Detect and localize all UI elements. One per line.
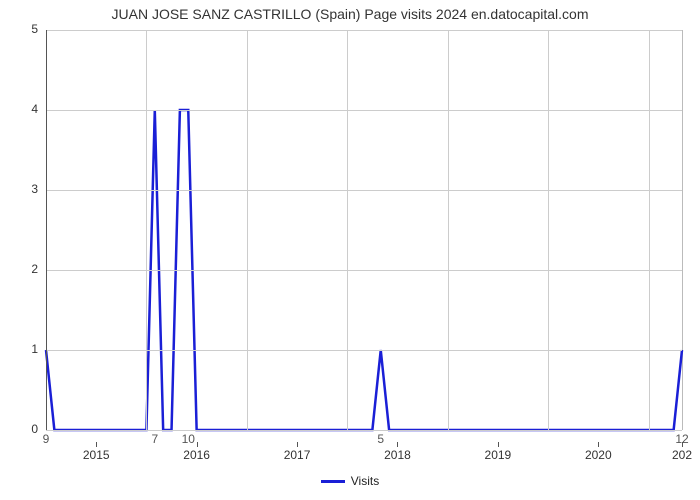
chart-title: JUAN JOSE SANZ CASTRILLO (Spain) Page vi… <box>0 6 700 22</box>
gridline-horizontal <box>46 110 682 111</box>
x-tick-label: 2018 <box>384 448 411 462</box>
y-tick-label: 1 <box>0 342 38 356</box>
gridline-vertical <box>347 30 348 430</box>
gridline-horizontal <box>46 350 682 351</box>
x-tick-mark <box>96 442 97 447</box>
y-tick-label: 2 <box>0 262 38 276</box>
gridline-vertical <box>649 30 650 430</box>
x-point-label: 9 <box>43 432 50 446</box>
x-tick-label: 2019 <box>485 448 512 462</box>
legend-swatch <box>321 480 345 483</box>
y-axis-line <box>46 30 47 430</box>
legend-label: Visits <box>351 474 379 488</box>
y-tick-label: 4 <box>0 102 38 116</box>
y-tick-label: 3 <box>0 182 38 196</box>
x-tick-label: 202 <box>672 448 692 462</box>
gridline-vertical <box>548 30 549 430</box>
y-tick-label: 0 <box>0 422 38 436</box>
x-tick-mark <box>598 442 599 447</box>
chart-container: JUAN JOSE SANZ CASTRILLO (Spain) Page vi… <box>0 0 700 500</box>
x-tick-mark <box>297 442 298 447</box>
x-tick-label: 2017 <box>284 448 311 462</box>
gridline-vertical <box>146 30 147 430</box>
gridline-horizontal <box>46 190 682 191</box>
x-tick-label: 2016 <box>183 448 210 462</box>
x-point-label: 7 <box>151 432 158 446</box>
x-point-label: 10 <box>182 432 195 446</box>
gridline-horizontal <box>46 270 682 271</box>
x-tick-label: 2020 <box>585 448 612 462</box>
gridline-horizontal <box>46 30 682 31</box>
gridline-horizontal <box>46 430 682 431</box>
x-tick-mark <box>197 442 198 447</box>
gridline-vertical <box>448 30 449 430</box>
plot-area <box>46 30 683 430</box>
x-tick-mark <box>397 442 398 447</box>
x-point-label: 12 <box>675 432 688 446</box>
line-series-svg <box>46 30 682 430</box>
x-tick-label: 2015 <box>83 448 110 462</box>
x-point-label: 5 <box>377 432 384 446</box>
legend: Visits <box>0 474 700 488</box>
gridline-vertical <box>247 30 248 430</box>
x-tick-mark <box>498 442 499 447</box>
y-tick-label: 5 <box>0 22 38 36</box>
